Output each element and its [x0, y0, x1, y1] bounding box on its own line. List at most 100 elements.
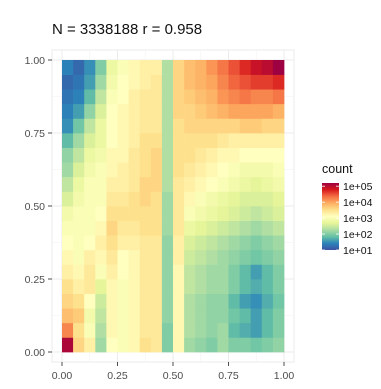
heatmap-cell	[195, 89, 207, 105]
heatmap-cell	[261, 337, 274, 353]
heatmap-cell	[84, 133, 96, 148]
heatmap-cell	[195, 206, 207, 221]
heatmap-cell	[139, 118, 152, 134]
heatmap-cell	[173, 147, 185, 163]
heatmap-cell	[184, 220, 196, 236]
heatmap-cell	[217, 176, 229, 192]
heatmap-cell	[195, 308, 207, 324]
heatmap-cell	[195, 337, 207, 353]
heatmap-cell	[62, 60, 74, 75]
heatmap-cell	[139, 133, 152, 148]
heatmap-cell	[62, 322, 74, 338]
heatmap-cell	[150, 162, 163, 178]
heatmap-cell	[272, 206, 285, 221]
heatmap-cell	[117, 249, 129, 265]
heatmap-cell	[261, 74, 274, 90]
x-tick-label: 0.00	[52, 370, 73, 382]
chart-title: N = 3338188 r = 0.958	[52, 21, 202, 38]
heatmap-cell	[184, 103, 196, 119]
heatmap-cell	[150, 176, 163, 192]
heatmap-cell	[261, 60, 274, 75]
heatmap-cell	[128, 176, 141, 192]
heatmap-cell	[84, 322, 96, 338]
heatmap-cell	[106, 337, 118, 353]
heatmap-cell	[106, 89, 118, 105]
heatmap-cell	[139, 206, 152, 221]
heatmap-cell	[73, 220, 85, 236]
heatmap-cell	[73, 322, 85, 338]
heatmap-cell	[250, 264, 263, 280]
heatmap-cell	[184, 147, 196, 163]
heatmap-cell	[161, 235, 174, 251]
heatmap-cell	[161, 176, 174, 192]
heatmap-cell	[239, 279, 252, 294]
heatmap-cell	[250, 249, 263, 265]
heatmap-cell	[272, 147, 285, 163]
heatmap-cell	[128, 60, 141, 75]
heatmap-cell	[150, 308, 163, 324]
heatmap-cell	[173, 220, 185, 236]
heatmap-cell	[73, 337, 85, 353]
heatmap-cell	[261, 191, 274, 207]
heatmap-cell	[139, 337, 152, 353]
heatmap-cell	[217, 279, 229, 294]
heatmap-cell	[139, 89, 152, 105]
heatmap-cell	[84, 60, 96, 75]
heatmap-cell	[250, 293, 263, 309]
heatmap-cell	[239, 133, 252, 148]
heatmap-cell	[161, 147, 174, 163]
heatmap-cell	[161, 89, 174, 105]
heatmap-cell	[106, 103, 118, 119]
heatmap-cell	[272, 162, 285, 178]
heatmap-cell	[117, 147, 129, 163]
heatmap-cell	[73, 74, 85, 90]
heatmap-cell	[228, 133, 240, 148]
heatmap-cell	[261, 249, 274, 265]
heatmap-cell	[261, 220, 274, 236]
heatmap-cell	[106, 74, 118, 90]
heatmap-cell	[184, 133, 196, 148]
heatmap-cell	[128, 249, 141, 265]
heatmap-cell	[261, 293, 274, 309]
heatmap-cell	[106, 162, 118, 178]
heatmap-cell	[217, 264, 229, 280]
heatmap-cell	[73, 249, 85, 265]
heatmap-cell	[95, 322, 107, 338]
heatmap-cell	[95, 235, 107, 251]
heatmap-cell	[217, 60, 229, 75]
heatmap-cell	[184, 191, 196, 207]
heatmap-cell	[150, 293, 163, 309]
heatmap-cell	[228, 337, 240, 353]
heatmap-cell	[73, 279, 85, 294]
heatmap-cell	[73, 147, 85, 163]
heatmap-cell	[73, 235, 85, 251]
heatmap-cell	[228, 249, 240, 265]
heatmap-cell	[217, 308, 229, 324]
heatmap-cell	[250, 60, 263, 75]
heatmap-cell	[84, 191, 96, 207]
heatmap-cell	[106, 118, 118, 134]
heatmap-cell	[184, 118, 196, 134]
heatmap-cell	[84, 235, 96, 251]
heatmap-cell	[228, 293, 240, 309]
heatmap-cell	[239, 103, 252, 119]
heatmap-cell	[95, 220, 107, 236]
heatmap-cell	[84, 103, 96, 119]
y-axis: 0.00 0.25 0.50 0.75 1.00	[25, 55, 52, 359]
heatmap-cell	[161, 264, 174, 280]
heatmap-cell	[139, 220, 152, 236]
heatmap-cell	[128, 293, 141, 309]
heatmap-cell	[173, 322, 185, 338]
heatmap-cell	[239, 264, 252, 280]
heatmap-cell	[139, 162, 152, 178]
heatmap-cell	[261, 206, 274, 221]
heatmap-cell	[117, 264, 129, 280]
heatmap-cell	[73, 118, 85, 134]
heatmap-cell	[139, 249, 152, 265]
heatmap-cell	[139, 322, 152, 338]
heatmap-cell	[117, 118, 129, 134]
heatmap-cell	[239, 162, 252, 178]
heatmap-cell	[250, 162, 263, 178]
heatmap-cell	[272, 118, 285, 134]
heatmap-cell	[150, 249, 163, 265]
